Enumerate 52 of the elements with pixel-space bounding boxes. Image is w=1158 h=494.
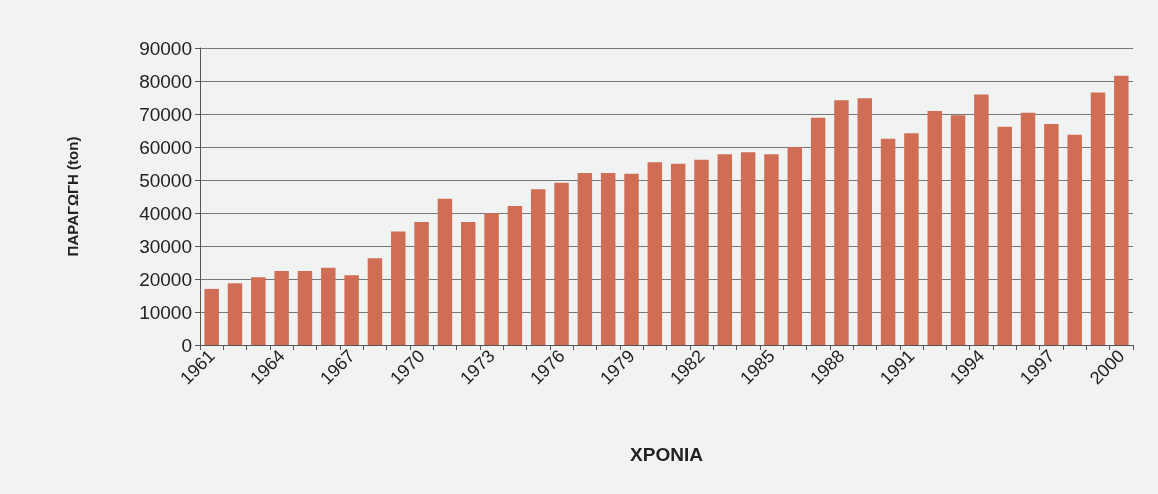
bar [927, 111, 942, 345]
y-tick-label: 50000 [139, 169, 192, 191]
bar [694, 159, 709, 345]
y-tick-label: 20000 [139, 268, 192, 290]
bar [600, 173, 616, 345]
bar [251, 277, 266, 345]
bar [414, 221, 429, 345]
bar [274, 271, 289, 345]
bar [1090, 92, 1106, 345]
y-tick-label: 10000 [139, 301, 192, 323]
y-tick-label: 70000 [139, 103, 192, 125]
bar [577, 173, 593, 345]
bar [484, 213, 499, 345]
bar [461, 221, 476, 345]
bar [950, 115, 966, 345]
bar [391, 231, 406, 345]
y-axis-title: ΠΑΡΑΓΩΓΗ (ton) [64, 136, 81, 257]
x-axis-title: ΧΡΟΝΙΑ [630, 444, 704, 465]
y-tick-label: 60000 [139, 136, 192, 158]
bar [670, 163, 686, 345]
bar [904, 133, 919, 345]
bar [857, 98, 872, 345]
y-tick-label: 90000 [139, 37, 192, 59]
bar [1020, 112, 1036, 345]
bar [297, 271, 313, 345]
y-tick-label: 0 [181, 334, 192, 356]
y-tick-label: 80000 [139, 70, 192, 92]
bar [321, 267, 336, 345]
bar [367, 258, 383, 345]
bar [834, 100, 849, 345]
bar [530, 189, 546, 345]
bar [974, 94, 989, 345]
bar [624, 173, 639, 345]
y-tick-label: 40000 [139, 202, 192, 224]
bar [717, 154, 733, 345]
bar [554, 182, 569, 345]
bar [1114, 75, 1129, 345]
bar [764, 154, 779, 345]
bar [1067, 134, 1082, 345]
bar [204, 288, 219, 345]
bar [227, 283, 243, 345]
bar [1044, 123, 1059, 345]
bar [507, 206, 523, 345]
bar [647, 162, 663, 345]
bar [787, 147, 803, 345]
bar [740, 152, 756, 345]
bar [810, 117, 826, 345]
bar [437, 198, 453, 345]
y-tick-label: 30000 [139, 235, 192, 257]
bar [997, 126, 1012, 345]
bar [344, 275, 359, 345]
bar [880, 138, 896, 345]
